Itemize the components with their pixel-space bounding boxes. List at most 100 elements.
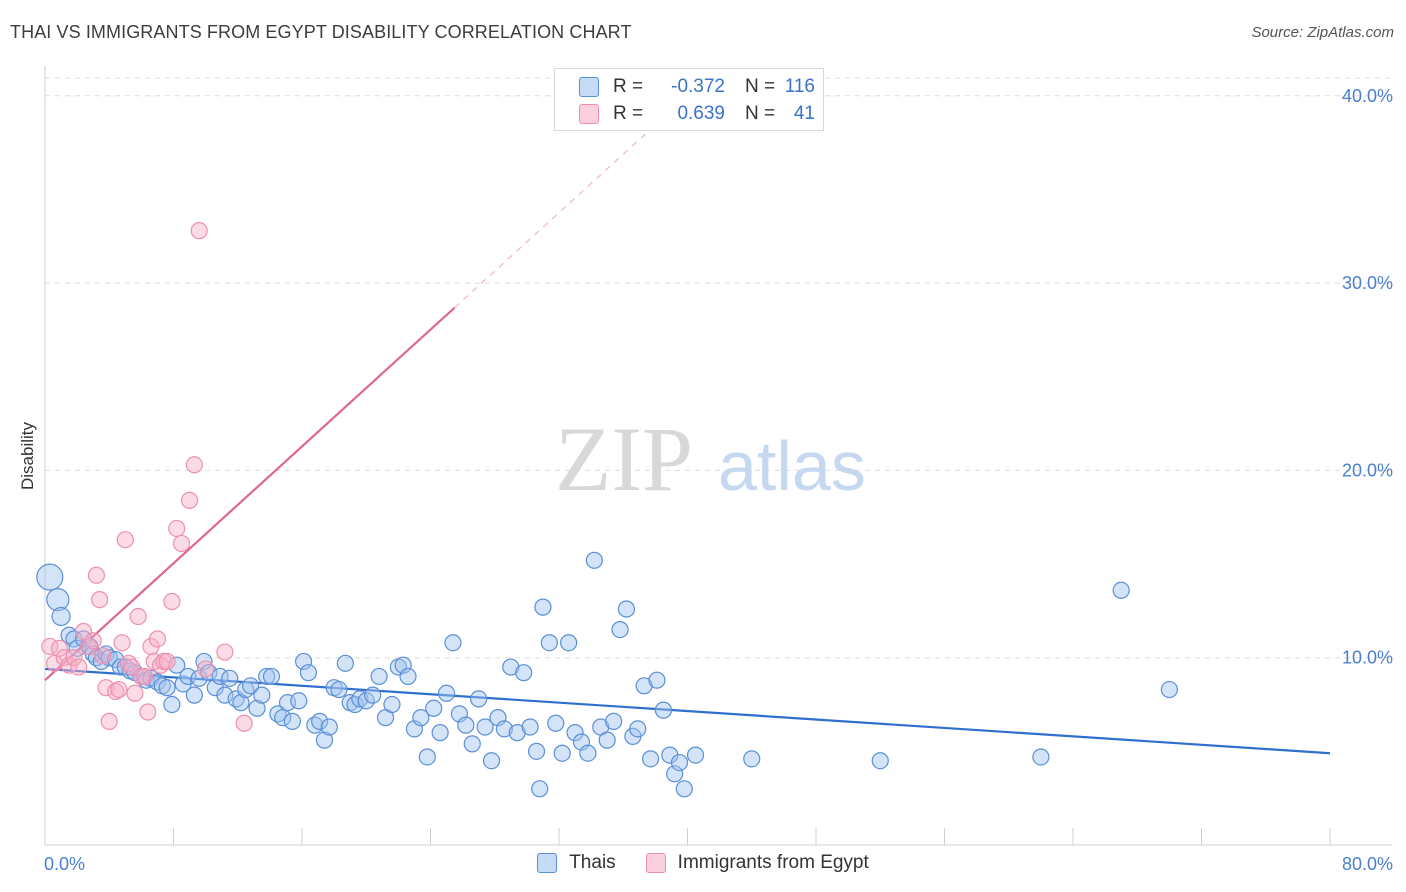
point-thais [364,686,382,704]
point-thais [258,667,276,686]
y-tick-label: 40.0% [1342,86,1393,106]
point-egypt [110,680,128,699]
legend-row-egypt: R = 0.639 N = 41 [579,102,815,126]
point-egypt [172,534,191,553]
y-tick-label: 30.0% [1342,273,1393,293]
point-thais [248,699,266,717]
bottom-legend-thais[interactable]: Thais [537,852,616,874]
legend: R = -0.372 N = 116 R = 0.639 N = 41 [554,68,824,131]
y-tick-label: 20.0% [1342,460,1393,480]
point-thais [370,667,388,686]
trend-lines [44,95,1331,755]
point-egypt [168,519,186,538]
axes [44,66,1392,846]
point-thais [444,634,462,652]
point-thais [418,748,436,766]
source-label: Source: ZipAtlas.com [1251,24,1394,41]
point-thais [431,724,449,742]
point-thais [598,731,616,749]
point-egypt [94,647,112,665]
point-thais [463,735,481,753]
point-egypt [158,652,176,671]
point-thais [394,656,412,674]
point-thais [262,667,281,686]
point-thais [579,744,597,762]
point-thais [470,690,488,708]
point-thais [521,718,539,736]
legend-n-label: N = [745,76,776,97]
legend-r-value: -0.372 [671,76,725,97]
point-thais [641,750,660,768]
point-thais [221,669,239,687]
y-tick-label: 10.0% [1342,648,1393,668]
point-thais [330,680,348,699]
point-egypt [79,637,97,656]
point-thais [437,684,456,702]
data-points [36,222,1178,798]
legend-swatch-pink [579,104,599,124]
point-egypt [139,703,157,721]
bottom-legend-label: Immigrants from Egypt [677,852,869,873]
legend-r-value: 0.639 [677,103,725,124]
point-thais [51,606,71,627]
bottom-legend-egypt[interactable]: Immigrants from Egypt [645,852,869,874]
point-thais [425,699,443,717]
tick-labels: 10.0% 20.0% 30.0% 40.0% 0.0% 80.0% Disability [18,86,1393,874]
point-egypt [87,566,106,584]
point-thais [100,649,118,667]
point-thais [585,551,603,569]
point-thais [648,671,666,689]
point-thais [495,720,513,738]
trend-line-thais [44,667,1331,755]
point-egypt [65,649,83,667]
trend-line-egypt-extension [454,95,688,309]
point-thais [283,712,301,730]
legend-n-value: 41 [793,103,815,124]
point-thais [351,690,369,708]
trend-line-egypt [44,306,456,681]
legend-swatch-blue [579,77,599,97]
point-thais [46,588,70,612]
point-thais [232,694,250,712]
x-tick-label: 0.0% [44,854,85,874]
point-thais [527,742,546,760]
chart-title: THAI VS IMMIGRANTS FROM EGYPT DISABILITY… [10,22,632,42]
point-thais [311,712,329,730]
point-egypt [216,643,234,661]
point-thais [553,744,571,762]
point-egypt [180,491,199,509]
point-egypt [116,531,134,549]
point-thais [540,634,558,652]
point-egypt [113,634,131,652]
point-thais [457,716,475,734]
point-thais [216,686,234,704]
gridlines [45,77,1392,659]
watermark-atlas: atlas [718,427,866,505]
point-egypt [197,660,215,678]
point-thais [315,731,334,749]
point-thais [158,679,176,697]
point-thais [185,686,203,704]
point-egypt [97,679,115,697]
point-thais [299,664,318,682]
point-thais [320,718,338,736]
point-thais [482,752,501,770]
point-egypt [126,684,144,702]
point-egypt [100,712,118,730]
legend-n-label: N = [745,103,776,124]
point-thais [476,718,494,736]
legend-n-value: 116 [784,76,815,97]
point-egypt [185,456,203,474]
point-egypt [148,630,167,648]
point-thais [253,686,271,704]
legend-r-label: R = [613,103,644,124]
point-thais [871,752,889,770]
point-thais [547,714,565,732]
point-thais [666,765,684,783]
point-thais [163,695,181,714]
point-thais [346,695,364,714]
bottom-legend: Thais Immigrants from Egypt [0,852,1406,874]
point-thais [1112,581,1130,599]
point-thais [686,746,705,764]
